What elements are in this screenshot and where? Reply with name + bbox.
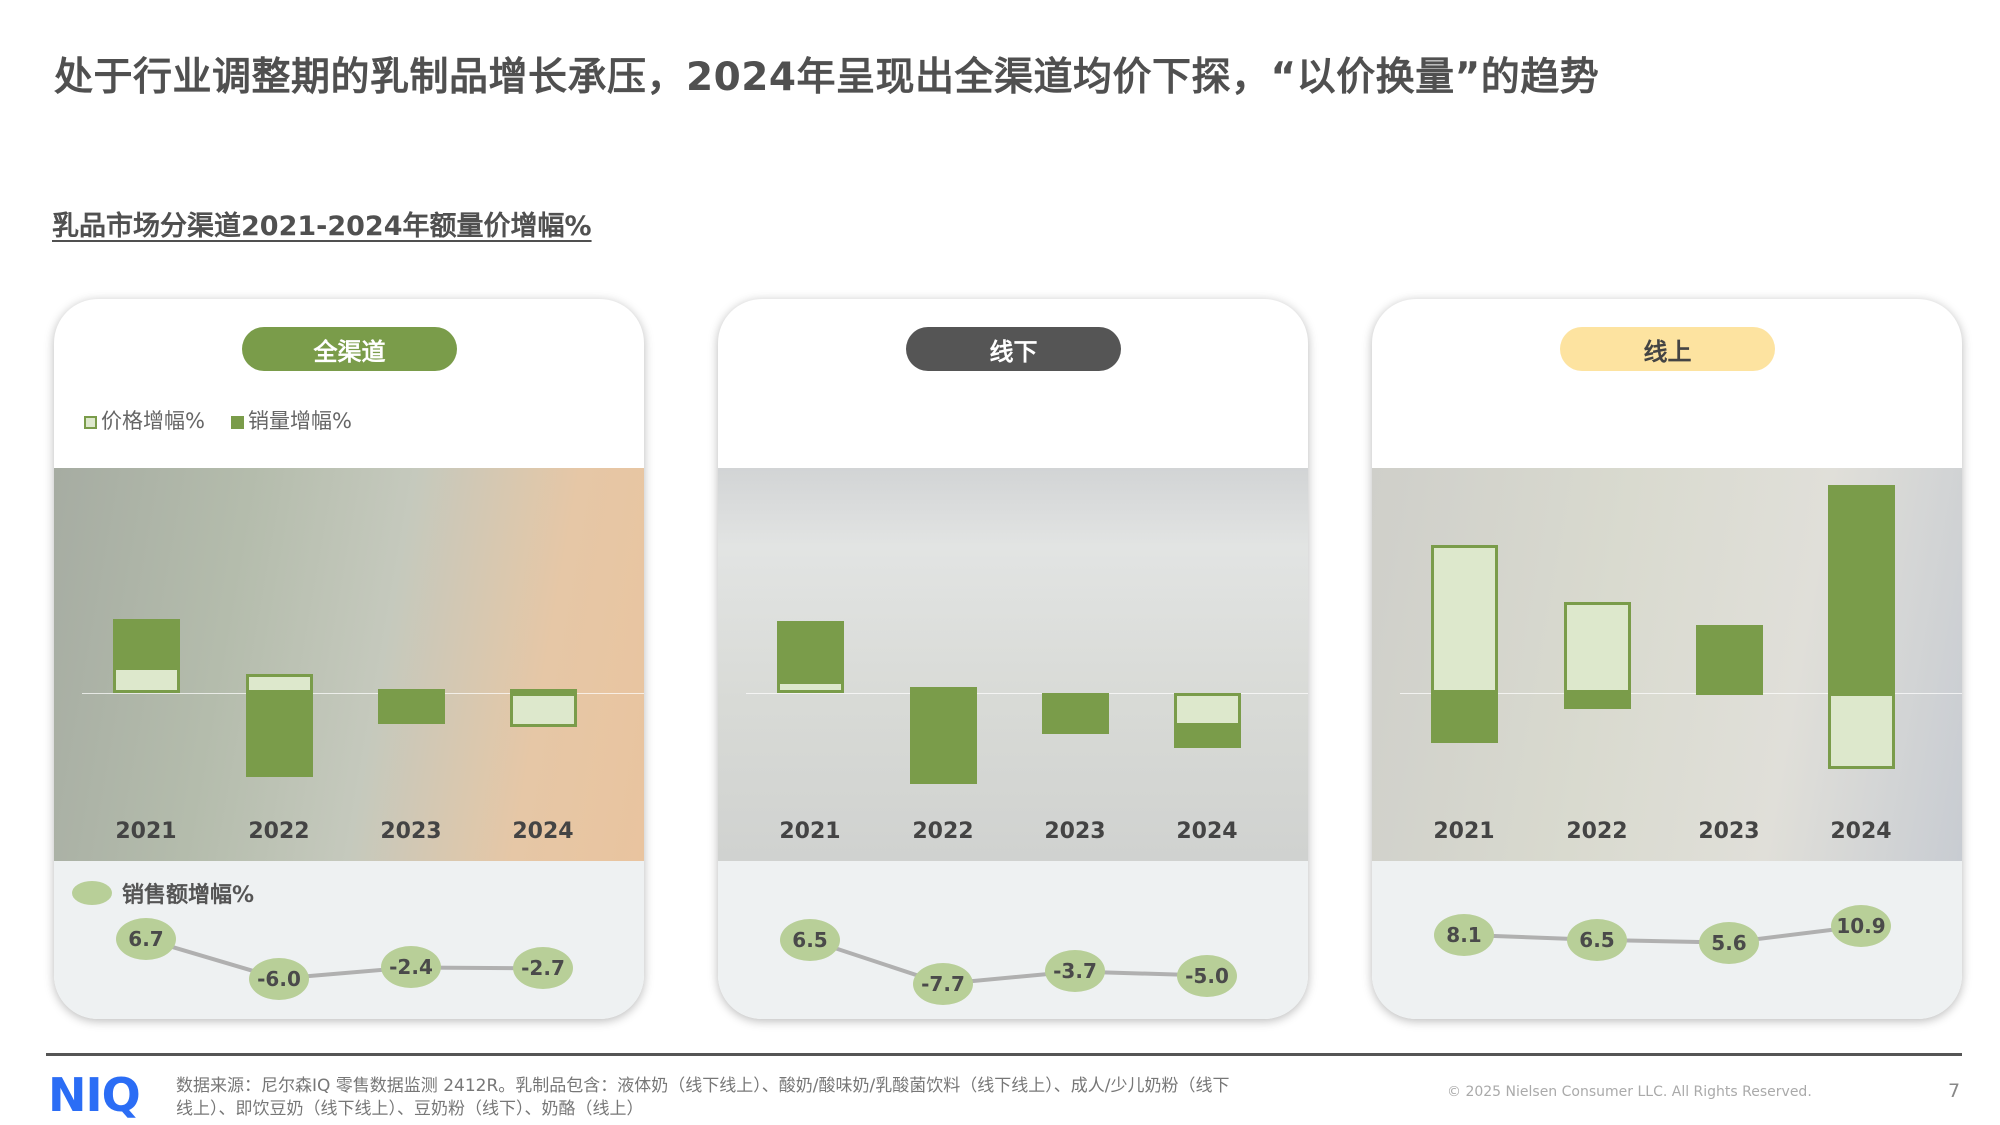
page-title: 处于行业调整期的乳制品增长承压，2024年呈现出全渠道均价下探，“以价换量”的趋…: [54, 55, 1600, 100]
channel-pill: 线上: [1560, 327, 1775, 371]
footer-divider: [46, 1053, 1962, 1056]
sales-legend-swatch: [72, 881, 112, 905]
year-label: 2024: [1830, 819, 1892, 844]
data-source-note: 数据来源：尼尔森IQ 零售数据监测 2412R。乳制品包含：液体奶（线下线上）、…: [176, 1076, 1230, 1119]
volume-bar-2021: [777, 620, 844, 681]
sales-legend-label: 销售额增幅%: [122, 883, 255, 908]
sales-data-label: -2.7: [513, 947, 573, 990]
channel-card: 线上 2021 2022 2023 2024 8.1 6.5 5.6 10.9: [1372, 299, 1962, 1019]
bar-legend: 价格增幅% 销量增幅%: [84, 405, 352, 435]
sales-line-path: [809, 937, 1208, 986]
sales-line: [809, 937, 1208, 986]
legend-price: 价格增幅%: [84, 405, 205, 435]
price-bar-2021: [777, 680, 844, 693]
sales-line: [145, 937, 544, 981]
price-bar-2024: [510, 693, 577, 728]
year-label: 2024: [1176, 819, 1238, 844]
price-bar-2021: [113, 667, 180, 693]
volume-bar-2023: [378, 693, 445, 725]
year-label: 2023: [1044, 819, 1106, 844]
year-label: 2023: [380, 819, 442, 844]
price-bar-2023: [1696, 689, 1763, 696]
year-label: 2021: [1433, 819, 1495, 844]
volume-bar-2023: [1042, 693, 1109, 735]
price-bar-2024: [1174, 693, 1241, 727]
channel-pill: 线下: [906, 327, 1121, 371]
sales-data-label: 8.1: [1434, 913, 1494, 956]
volume-bar-2024: [1174, 726, 1241, 749]
zero-baseline: [82, 693, 644, 694]
price-bar-2022: [246, 674, 313, 693]
year-label: 2022: [248, 819, 310, 844]
channel-card: 全渠道 价格增幅% 销量增幅% 销售额增幅% 2021 2022 2023 2024 6.…: [54, 299, 644, 1019]
price-bar-2021: [1431, 545, 1498, 693]
channel-card: 线下 2021 2022 2023 2024 6.5 -7.7 -3.7 -5.0: [718, 299, 1308, 1019]
volume-bar-2022: [910, 693, 977, 785]
year-label: 2022: [912, 819, 974, 844]
sales-line-path: [1463, 924, 1862, 945]
copyright: © 2025 Nielsen Consumer LLC. All Rights …: [1447, 1084, 1812, 1100]
chart-subtitle: 乳品市场分渠道2021-2024年额量价增幅%: [52, 211, 592, 242]
legend-volume-swatch: [230, 415, 244, 429]
legend-price-label: 价格增幅%: [101, 409, 205, 433]
sales-data-label: -7.7: [913, 962, 973, 1005]
sales-line: [1463, 924, 1862, 945]
sales-data-label: 6.5: [1567, 918, 1627, 961]
sales-data-label: 6.5: [780, 918, 840, 961]
channel-pill: 全渠道: [242, 327, 457, 371]
year-label: 2023: [1698, 819, 1760, 844]
zero-baseline: [746, 693, 1308, 694]
sales-line-path: [145, 937, 544, 981]
legend-volume-label: 销量增幅%: [247, 409, 352, 433]
sales-legend: 销售额增幅%: [72, 877, 254, 909]
year-label: 2022: [1566, 819, 1628, 844]
page-number: 7: [1948, 1080, 1961, 1102]
sales-data-label: 6.7: [116, 918, 176, 961]
volume-bar-2022: [1564, 693, 1631, 709]
volume-bar-2024: [510, 688, 577, 693]
niq-logo: NIQ: [48, 1068, 141, 1122]
price-bar-2022: [910, 687, 977, 694]
sales-data-label: -6.0: [249, 957, 309, 1000]
sales-data-label: 10.9: [1831, 905, 1891, 948]
volume-bar-2024: [1828, 484, 1895, 693]
price-bar-2022: [1564, 602, 1631, 693]
year-label: 2024: [512, 819, 574, 844]
legend-volume: 销量增幅%: [230, 405, 352, 435]
zero-baseline: [1400, 693, 1962, 694]
sales-data-label: -2.4: [381, 946, 441, 989]
volume-bar-2023: [1696, 625, 1763, 690]
year-label: 2021: [779, 819, 841, 844]
volume-bar-2021: [1431, 693, 1498, 743]
year-label: 2021: [115, 819, 177, 844]
volume-bar-2022: [246, 693, 313, 778]
volume-bar-2021: [113, 618, 180, 668]
sales-data-label: 5.6: [1699, 921, 1759, 964]
sales-data-label: -3.7: [1045, 950, 1105, 993]
legend-price-swatch: [84, 415, 97, 429]
price-bar-2024: [1828, 693, 1895, 770]
sales-data-label: -5.0: [1177, 954, 1237, 997]
